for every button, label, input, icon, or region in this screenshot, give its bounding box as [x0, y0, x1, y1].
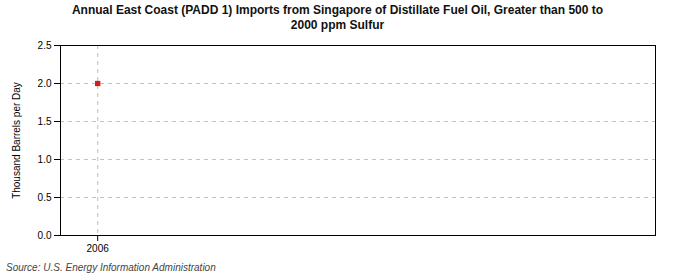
svg-text:0.5: 0.5	[38, 192, 52, 203]
html-text:Annual East Coast (PADD 1) Imp: Annual East Coast (PADD 1) Imports from …	[71, 3, 604, 32]
svg-text:Thousand Barrels per Day: Thousand Barrels per Day	[11, 82, 22, 199]
svg-text:2.5: 2.5	[38, 40, 52, 51]
svg-text:0.0: 0.0	[38, 230, 52, 241]
html-text:Source: U.S. Energy Informatio: Source: U.S. Energy Information Administ…	[6, 262, 216, 273]
svg-text:2.0: 2.0	[38, 78, 52, 89]
svg-text:1.0: 1.0	[38, 154, 52, 165]
svg-text:2006: 2006	[87, 243, 110, 254]
svg-text:1.5: 1.5	[38, 116, 52, 127]
